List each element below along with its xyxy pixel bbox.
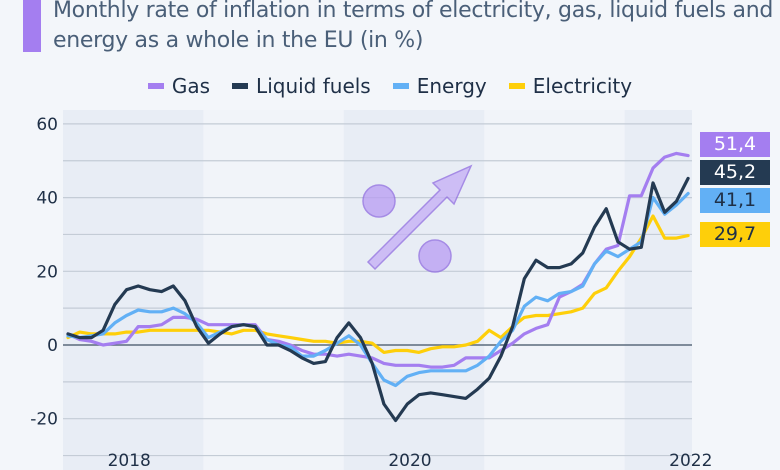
x-tick-label: 2020 xyxy=(388,451,431,470)
chart-title: Monthly rate of inflation in terms of el… xyxy=(53,0,774,53)
legend-item-electricity: Electricity xyxy=(508,74,633,98)
y-tick-label: -20 xyxy=(30,410,58,430)
end-label-gas: 51,4 xyxy=(700,132,770,157)
legend-label-energy: Energy xyxy=(416,74,487,98)
y-tick-label: 40 xyxy=(36,189,58,209)
y-tick-label: 20 xyxy=(36,262,58,282)
y-tick-label: 60 xyxy=(36,115,58,135)
legend-item-gas: Gas xyxy=(147,74,211,98)
percent-arrow-icon xyxy=(362,164,473,273)
legend-label-electricity: Electricity xyxy=(532,74,633,98)
year-band-2022 xyxy=(624,110,692,470)
series-line-electricity xyxy=(66,214,690,354)
y-tick-label: 0 xyxy=(47,336,58,356)
legend-swatch-electricity xyxy=(508,83,525,89)
end-label-electricity: 29,7 xyxy=(700,222,770,247)
legend-item-liquid-fuels: Liquid fuels xyxy=(232,74,371,98)
legend: Gas Liquid fuels Energy Electricity xyxy=(0,74,780,98)
legend-swatch-energy xyxy=(392,83,409,89)
year-band-2020 xyxy=(343,110,485,470)
series-line-energy xyxy=(66,191,690,388)
legend-swatch-liquid-fuels xyxy=(232,83,249,89)
series-line-liquid-fuels xyxy=(66,176,690,423)
legend-swatch-gas xyxy=(147,83,164,89)
x-tick-label: 2022 xyxy=(669,451,712,470)
end-label-energy: 41,1 xyxy=(700,188,770,213)
year-band-2018 xyxy=(63,110,204,470)
legend-label-liquid-fuels: Liquid fuels xyxy=(256,74,371,98)
end-label-liquid-fuels: 45,2 xyxy=(700,160,770,185)
x-tick-label: 2018 xyxy=(108,451,151,470)
title-accent-bar xyxy=(23,0,41,52)
legend-label-gas: Gas xyxy=(171,74,211,98)
legend-item-energy: Energy xyxy=(392,74,487,98)
